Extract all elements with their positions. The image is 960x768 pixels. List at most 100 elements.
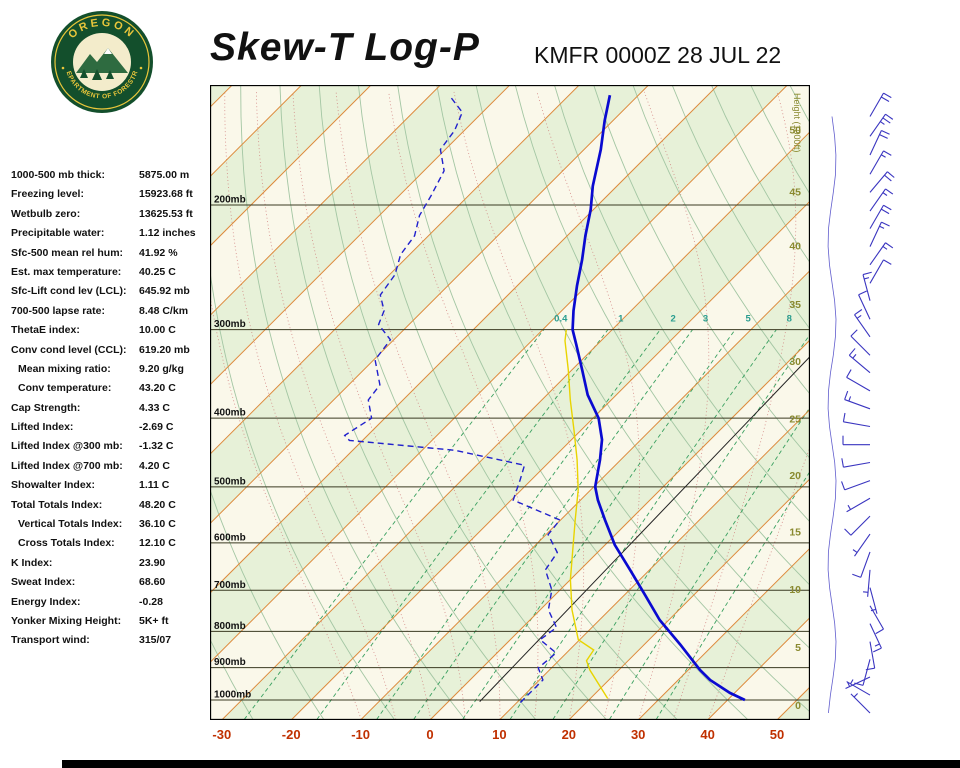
- temp-tick-label: 0: [426, 727, 434, 742]
- index-label: Lifted Index @300 mb:: [11, 440, 123, 453]
- wind-barb: [850, 693, 871, 714]
- index-row: Yonker Mixing Height: 5K+ ft: [11, 612, 211, 631]
- temp-tick-label: 50: [769, 727, 785, 742]
- index-label: 700-500 lapse rate:: [11, 304, 105, 317]
- index-row: Sfc-Lift cond lev (LCL): 645.92 mb: [11, 282, 211, 301]
- pressure-label: 800mb: [214, 621, 246, 632]
- height-tick-label: 30: [789, 356, 801, 368]
- wind-barb: [862, 659, 871, 686]
- indices-panel: 1000-500 mb thick: 5875.00 m Freezing leve…: [11, 166, 211, 651]
- mixing-ratio-label: 3: [703, 313, 708, 324]
- index-row: Conv cond level (CCL): 619.20 mb: [11, 341, 211, 360]
- wind-barb: [869, 605, 884, 630]
- index-value: 5K+ ft: [139, 614, 169, 627]
- wind-barb: [846, 376, 871, 392]
- index-label: Conv cond level (CCL):: [11, 343, 127, 356]
- height-tick-label: 10: [789, 584, 801, 596]
- index-value: 23.90: [139, 556, 166, 569]
- index-row: 1000-500 mb thick: 5875.00 m: [11, 166, 211, 185]
- wind-barb: [850, 515, 871, 536]
- skewt-plot: 200mb 300mb 400mb 500mb 600mb 700mb 800mb 900mb…: [210, 85, 810, 720]
- wind-barb: [869, 242, 886, 266]
- wind-barb: [844, 480, 871, 491]
- index-row: Sfc-500 mean rel hum: 41.92 %: [11, 244, 211, 263]
- index-row: Wetbulb zero: 13625.53 ft: [11, 205, 211, 224]
- index-value: 13625.53 ft: [139, 207, 193, 220]
- wind-barb: [860, 551, 871, 578]
- index-row: Lifted Index @300 mb: -1.32 C: [11, 437, 211, 456]
- wind-barb: [869, 113, 886, 137]
- height-tick-label: 5: [795, 642, 801, 654]
- mixing-ratio-label: 5: [745, 313, 751, 324]
- temp-tick-label: -30: [212, 727, 232, 742]
- height-axis-title: Height (1000ft): [792, 93, 802, 153]
- index-label: Freezing level:: [11, 188, 84, 201]
- height-tick-label: 45: [789, 186, 801, 198]
- wind-barb: [869, 259, 884, 284]
- index-value: 645.92 mb: [139, 285, 190, 298]
- index-row: Energy Index: -0.28: [11, 593, 211, 612]
- pressure-label: 500mb: [214, 476, 246, 487]
- index-label: Vertical Totals Index:: [18, 518, 123, 531]
- index-label: Total Totals Index:: [11, 498, 103, 511]
- index-label: Est. max temperature:: [11, 265, 122, 278]
- index-value: 4.20 C: [139, 459, 170, 472]
- index-row: Cross Totals Index: 12.10 C: [11, 534, 211, 553]
- index-row: Freezing level: 15923.68 ft: [11, 185, 211, 204]
- temp-tick-label: 20: [561, 727, 577, 742]
- index-row: Precipitable water: 1.12 inches: [11, 224, 211, 243]
- index-value: 315/07: [139, 634, 172, 647]
- index-row: Showalter Index: 1.11 C: [11, 476, 211, 495]
- logo-star: [139, 66, 143, 70]
- tree-icon: [80, 69, 88, 78]
- mixing-ratio-label: 8: [787, 313, 792, 324]
- index-row: K Index: 23.90: [11, 554, 211, 573]
- height-tick-label: 35: [789, 299, 801, 311]
- index-value: 1.12 inches: [139, 227, 196, 240]
- logo-ring: [54, 14, 150, 110]
- temp-tick-label: 40: [700, 727, 715, 742]
- index-value: 40.25 C: [139, 265, 176, 278]
- wind-barb: [848, 354, 871, 374]
- index-value: 1.11 C: [139, 479, 170, 492]
- tree-icon: [106, 70, 114, 79]
- index-row: Conv temperature: 43.20 C: [11, 379, 211, 398]
- temp-tick-label: 30: [630, 727, 646, 742]
- index-row: Transport wind: 315/07: [11, 631, 211, 650]
- index-row: Lifted Index: -2.69 C: [11, 418, 211, 437]
- index-label: Showalter Index:: [11, 479, 96, 492]
- index-value: -2.69 C: [139, 421, 174, 434]
- index-value: -0.28: [139, 595, 163, 608]
- index-value: 43.20 C: [139, 382, 176, 395]
- index-row: ThetaE index: 10.00 C: [11, 321, 211, 340]
- temp-axis: -30 -20 -10 0 10 20 30 40 50: [210, 727, 810, 747]
- index-label: Lifted Index:: [11, 421, 74, 434]
- mixing-ratio-label: 2: [671, 313, 676, 324]
- odf-logo: OREGON DEPARTMENT OF FORESTRY: [50, 10, 153, 113]
- index-value: 10.00 C: [139, 324, 176, 337]
- mixing-ratio-label: 1: [618, 313, 624, 324]
- index-value: 68.60: [139, 576, 166, 589]
- pressure-label: 700mb: [214, 580, 246, 591]
- index-row: Lifted Index @700 mb: 4.20 C: [11, 457, 211, 476]
- index-value: 8.48 C/km: [139, 304, 189, 317]
- wind-barb: [846, 681, 871, 696]
- mountain-icon: [76, 48, 128, 73]
- wind-barb: [869, 623, 882, 649]
- mixing-ratio-label: 0.4: [554, 313, 568, 324]
- wind-barb: [869, 92, 884, 117]
- snowcap-icon: [104, 48, 112, 54]
- wind-barb: [869, 150, 884, 175]
- wind-barb: [843, 421, 871, 428]
- index-label: ThetaE index:: [11, 324, 80, 337]
- index-value: 9.20 g/kg: [139, 362, 184, 375]
- index-row: Vertical Totals Index: 36.10 C: [11, 515, 211, 534]
- index-label: Sweat Index:: [11, 576, 76, 589]
- index-label: Precipitable water:: [11, 227, 105, 240]
- index-label: Sfc-Lift cond lev (LCL):: [11, 285, 127, 298]
- height-tick-label: 50: [789, 125, 801, 137]
- height-tick-label: 0: [795, 700, 801, 712]
- temp-tick-label: -20: [281, 727, 301, 742]
- skewt-plot-canvas: 200mb 300mb 400mb 500mb 600mb 700mb 800mb 900mb…: [210, 85, 810, 720]
